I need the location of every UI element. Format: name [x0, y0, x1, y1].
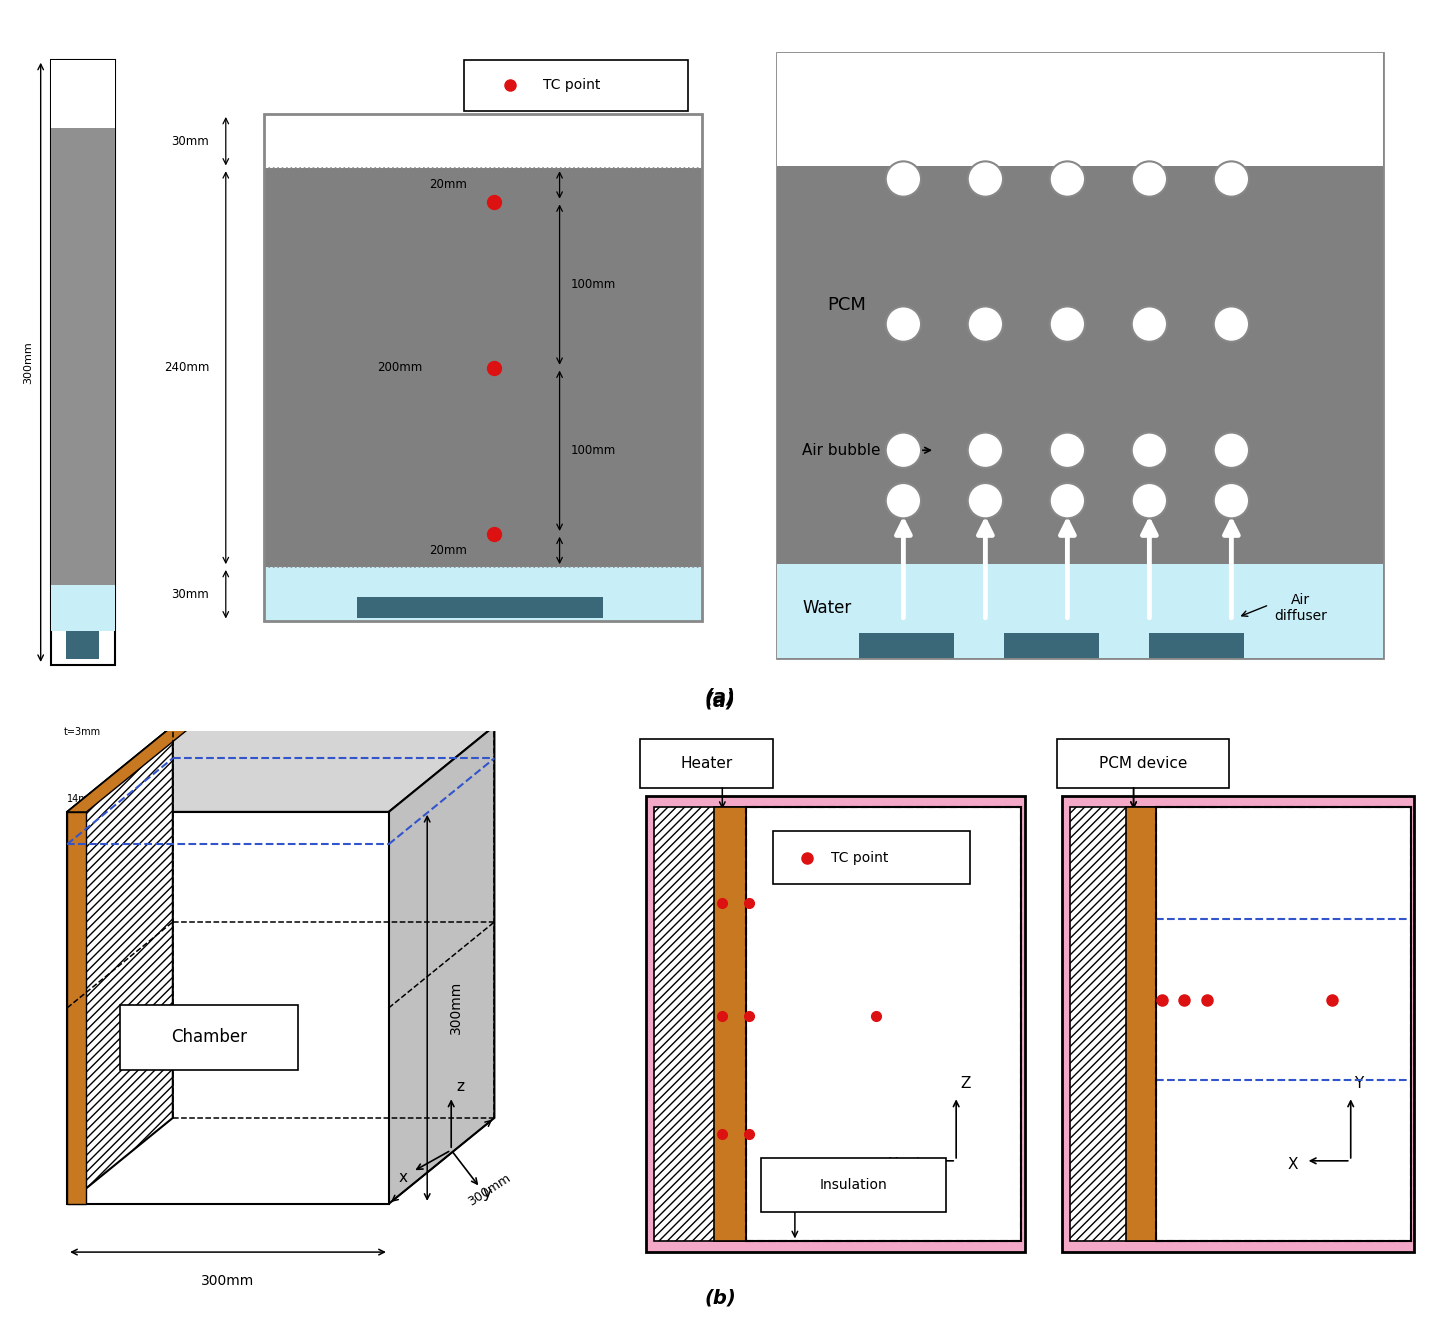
Circle shape	[886, 161, 922, 197]
Bar	[357, 597, 603, 619]
Text: TC point: TC point	[543, 78, 600, 93]
Text: 20mm: 20mm	[429, 178, 467, 192]
Circle shape	[1050, 161, 1086, 197]
Circle shape	[1214, 483, 1248, 518]
Bar	[66, 631, 99, 659]
Circle shape	[968, 483, 1004, 518]
Circle shape	[1132, 483, 1166, 518]
Circle shape	[886, 483, 922, 518]
Bar	[68, 812, 86, 1204]
Text: 240mm: 240mm	[164, 361, 209, 374]
Text: Chamber: Chamber	[171, 1028, 246, 1047]
FancyBboxPatch shape	[760, 1158, 946, 1212]
Bar	[746, 807, 1021, 1241]
Bar	[50, 60, 115, 127]
Bar	[778, 52, 1382, 166]
Bar	[1156, 807, 1411, 1241]
Text: (a): (a)	[704, 691, 736, 710]
Circle shape	[1050, 483, 1086, 518]
Bar	[50, 127, 115, 585]
Text: Water: Water	[802, 599, 851, 617]
Text: PCM device: PCM device	[1099, 756, 1187, 772]
Text: TC point: TC point	[831, 851, 888, 864]
Text: 30mm: 30mm	[171, 588, 209, 601]
Bar	[654, 807, 746, 1241]
Polygon shape	[68, 726, 192, 812]
Bar	[1004, 633, 1099, 659]
Bar	[1149, 633, 1244, 659]
Bar	[50, 585, 115, 631]
Circle shape	[1132, 306, 1166, 342]
Circle shape	[886, 306, 922, 342]
Bar	[778, 564, 1382, 659]
Text: 300mm: 300mm	[465, 1172, 513, 1209]
Circle shape	[1050, 432, 1086, 468]
Circle shape	[1132, 161, 1166, 197]
Text: Insulation: Insulation	[819, 1178, 887, 1192]
Polygon shape	[68, 726, 494, 812]
Text: y: y	[482, 1186, 491, 1201]
FancyBboxPatch shape	[773, 831, 971, 884]
Text: Y: Y	[1355, 1076, 1364, 1091]
Polygon shape	[389, 726, 494, 1204]
Polygon shape	[68, 726, 173, 1204]
Text: X: X	[1287, 1157, 1297, 1172]
Circle shape	[968, 161, 1004, 197]
Bar	[264, 114, 701, 621]
Text: 100mm: 100mm	[570, 444, 616, 458]
Circle shape	[1214, 432, 1248, 468]
Bar	[68, 812, 389, 1204]
Circle shape	[1214, 306, 1248, 342]
Circle shape	[968, 306, 1004, 342]
Bar	[1070, 807, 1156, 1241]
Text: 200mm: 200mm	[377, 361, 423, 374]
Text: Air bubble: Air bubble	[802, 443, 881, 458]
Text: 30mm: 30mm	[171, 134, 209, 148]
Text: Heater: Heater	[680, 756, 733, 772]
Text: Air
diffuser: Air diffuser	[1274, 593, 1328, 623]
Bar	[1156, 807, 1411, 1241]
Text: X: X	[887, 1157, 899, 1172]
Circle shape	[1132, 432, 1166, 468]
Bar	[264, 114, 701, 168]
Bar	[860, 633, 953, 659]
FancyBboxPatch shape	[1057, 739, 1230, 788]
Circle shape	[968, 432, 1004, 468]
Text: 14mm: 14mm	[68, 794, 98, 804]
Bar	[778, 166, 1382, 564]
Circle shape	[1214, 161, 1248, 197]
Bar	[1126, 807, 1156, 1241]
Bar	[264, 568, 701, 621]
Text: 100mm: 100mm	[570, 278, 616, 291]
Text: (b): (b)	[704, 1288, 736, 1307]
Bar	[645, 796, 1025, 1252]
Text: x: x	[399, 1170, 408, 1185]
Text: t=3mm: t=3mm	[65, 726, 101, 737]
Bar	[714, 807, 746, 1241]
FancyBboxPatch shape	[120, 1005, 298, 1070]
Circle shape	[886, 432, 922, 468]
Circle shape	[1050, 306, 1086, 342]
Text: PCM: PCM	[828, 297, 867, 314]
Text: 300mm: 300mm	[23, 341, 33, 384]
Bar	[746, 807, 1021, 1241]
Text: (a): (a)	[704, 687, 736, 706]
Text: Z: Z	[960, 1076, 971, 1091]
Text: 20mm: 20mm	[429, 544, 467, 557]
FancyBboxPatch shape	[464, 59, 688, 111]
FancyBboxPatch shape	[639, 739, 773, 788]
Bar	[264, 168, 701, 568]
Text: 300mm: 300mm	[202, 1274, 255, 1287]
Bar	[50, 60, 115, 664]
Text: 300mm: 300mm	[449, 981, 464, 1035]
Text: z: z	[456, 1079, 464, 1094]
Bar	[1063, 796, 1414, 1252]
